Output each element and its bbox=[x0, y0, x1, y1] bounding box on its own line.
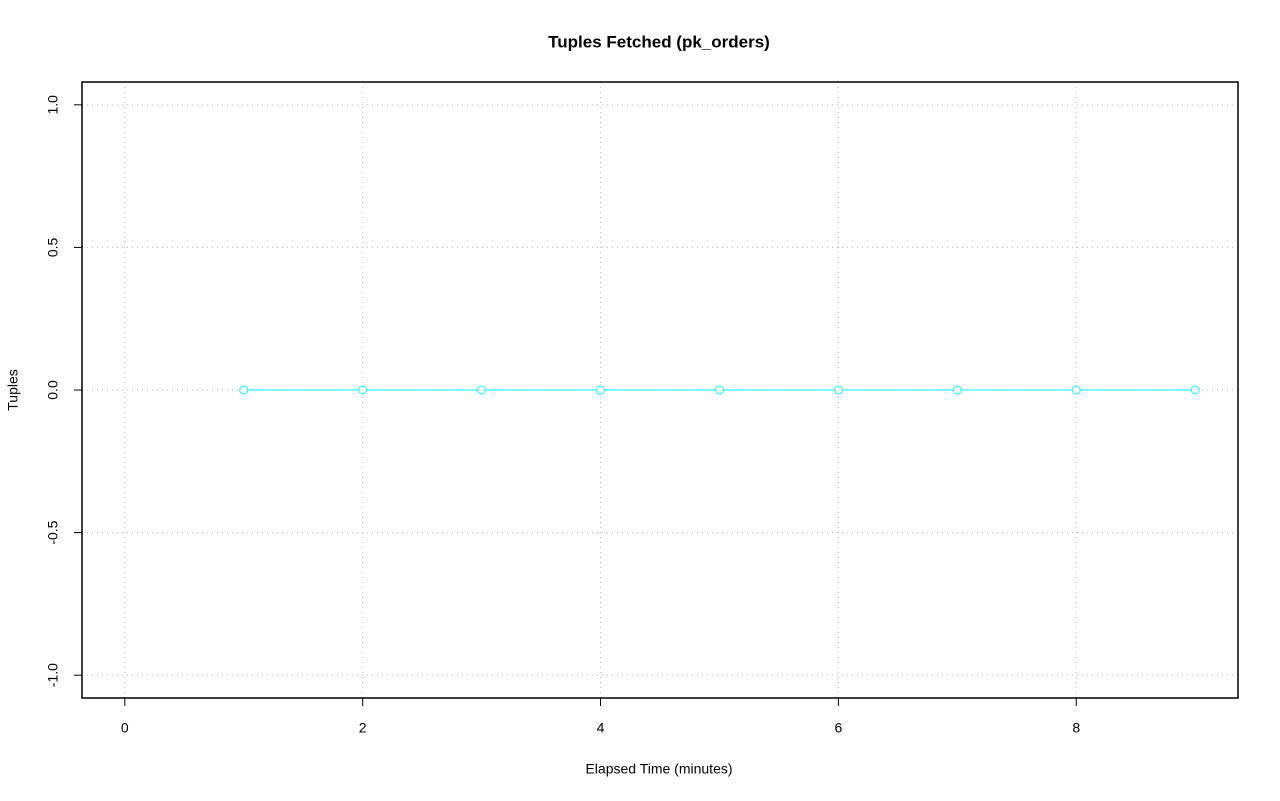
chart-title: Tuples Fetched (pk_orders) bbox=[548, 32, 770, 51]
y-tick-label: -1.0 bbox=[45, 663, 61, 687]
data-point bbox=[714, 385, 724, 395]
x-tick-label: 2 bbox=[359, 720, 367, 736]
data-point bbox=[1071, 385, 1081, 395]
plot-frame bbox=[81, 81, 1239, 699]
x-tick-label: 4 bbox=[597, 720, 605, 736]
data-point bbox=[1190, 385, 1200, 395]
y-tick-label: -0.5 bbox=[45, 520, 61, 544]
y-axis-label: Tuples bbox=[5, 369, 21, 411]
x-axis-label: Elapsed Time (minutes) bbox=[585, 761, 732, 777]
x-tick-label: 6 bbox=[834, 720, 842, 736]
data-point bbox=[952, 385, 962, 395]
x-tick-label: 8 bbox=[1072, 720, 1080, 736]
y-tick-label: 0.0 bbox=[45, 380, 61, 400]
data-point bbox=[358, 385, 368, 395]
x-tick-label: 0 bbox=[121, 720, 129, 736]
data-point bbox=[833, 385, 843, 395]
y-tick-label: 0.5 bbox=[45, 237, 61, 257]
data-point bbox=[477, 385, 487, 395]
data-point bbox=[239, 385, 249, 395]
y-tick-label: 1.0 bbox=[45, 95, 61, 115]
data-point bbox=[596, 385, 606, 395]
